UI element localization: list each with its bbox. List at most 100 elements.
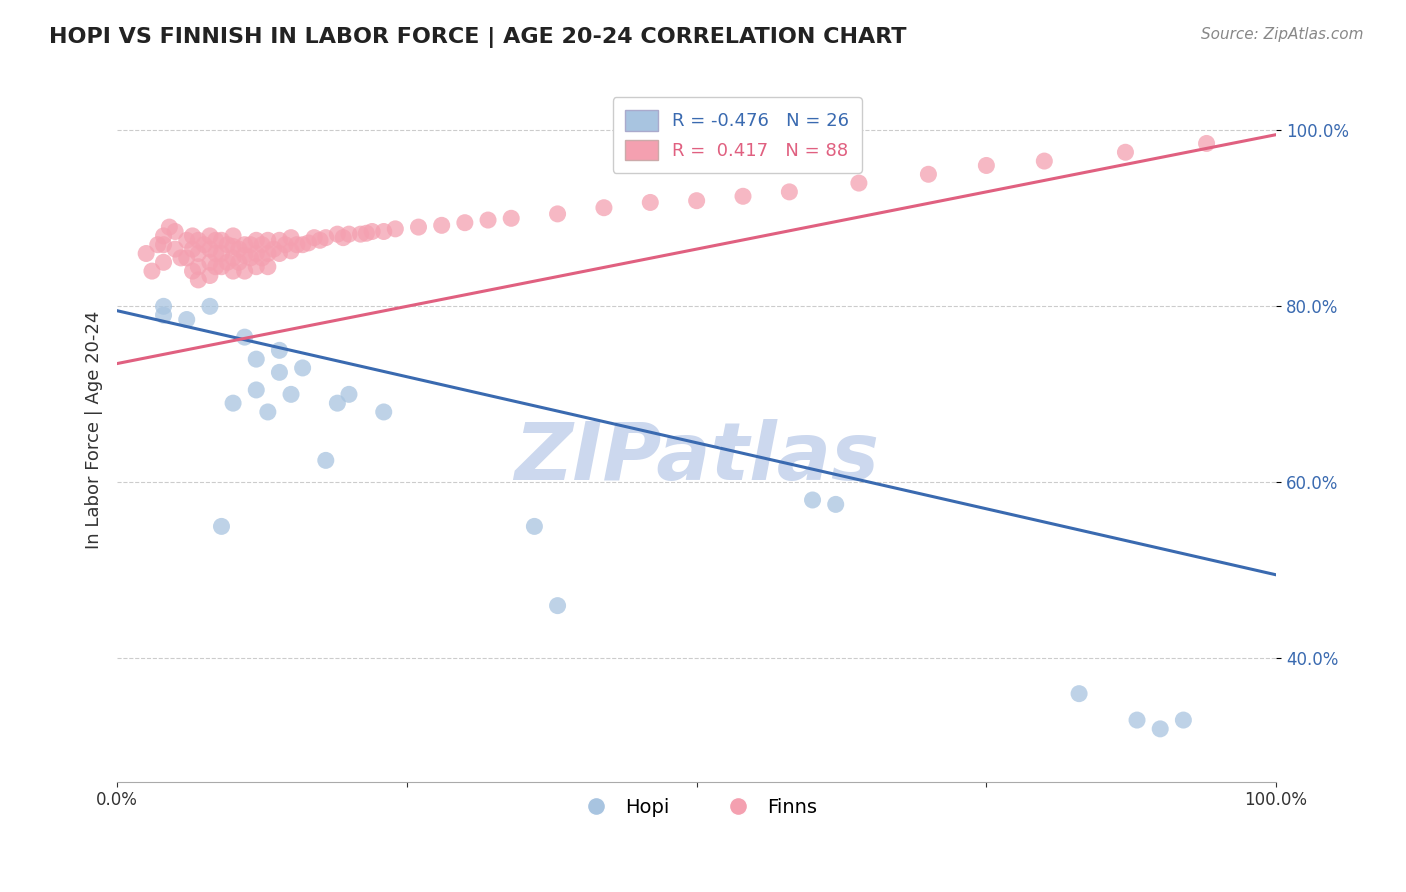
Point bbox=[187, 246, 209, 260]
Point bbox=[337, 227, 360, 241]
Point bbox=[269, 233, 291, 247]
Point bbox=[152, 255, 174, 269]
Point bbox=[228, 255, 250, 269]
Point bbox=[824, 497, 846, 511]
Point bbox=[477, 213, 499, 227]
Point bbox=[211, 246, 233, 260]
Point bbox=[326, 227, 349, 241]
Point bbox=[176, 312, 198, 326]
Point bbox=[217, 255, 239, 269]
Point bbox=[285, 237, 308, 252]
Point bbox=[547, 599, 569, 613]
Point bbox=[454, 216, 477, 230]
Point bbox=[157, 220, 180, 235]
Legend: Hopi, Finns: Hopi, Finns bbox=[569, 790, 824, 825]
Point bbox=[222, 251, 245, 265]
Point bbox=[1033, 154, 1056, 169]
Point bbox=[257, 260, 280, 274]
Point bbox=[152, 308, 174, 322]
Point bbox=[152, 299, 174, 313]
Point bbox=[152, 237, 174, 252]
Point bbox=[250, 237, 273, 252]
Point bbox=[198, 228, 221, 243]
Point bbox=[233, 264, 256, 278]
Text: Source: ZipAtlas.com: Source: ZipAtlas.com bbox=[1201, 27, 1364, 42]
Point bbox=[239, 251, 262, 265]
Point bbox=[917, 167, 939, 181]
Point bbox=[245, 352, 267, 367]
Point bbox=[269, 343, 291, 358]
Point bbox=[152, 228, 174, 243]
Point bbox=[349, 227, 371, 241]
Point bbox=[228, 242, 250, 256]
Text: HOPI VS FINNISH IN LABOR FORCE | AGE 20-24 CORRELATION CHART: HOPI VS FINNISH IN LABOR FORCE | AGE 20-… bbox=[49, 27, 907, 48]
Point bbox=[257, 405, 280, 419]
Point bbox=[204, 233, 226, 247]
Point bbox=[373, 405, 395, 419]
Point bbox=[257, 246, 280, 260]
Point bbox=[337, 387, 360, 401]
Point bbox=[222, 396, 245, 410]
Point bbox=[233, 248, 256, 262]
Point bbox=[135, 246, 157, 260]
Point bbox=[302, 230, 325, 244]
Text: ZIPatlas: ZIPatlas bbox=[515, 418, 879, 497]
Point bbox=[263, 242, 285, 256]
Point bbox=[315, 230, 337, 244]
Point bbox=[291, 360, 314, 375]
Point bbox=[1126, 713, 1149, 727]
Point bbox=[1195, 136, 1218, 151]
Point bbox=[239, 237, 262, 252]
Point bbox=[245, 260, 267, 274]
Point bbox=[233, 237, 256, 252]
Point bbox=[245, 246, 267, 260]
Point bbox=[1067, 687, 1090, 701]
Point bbox=[430, 219, 453, 233]
Point bbox=[280, 230, 302, 244]
Point bbox=[198, 268, 221, 283]
Point bbox=[181, 264, 204, 278]
Point bbox=[170, 251, 193, 265]
Point bbox=[211, 233, 233, 247]
Point bbox=[245, 233, 267, 247]
Point bbox=[222, 239, 245, 253]
Point bbox=[801, 493, 824, 508]
Point bbox=[326, 396, 349, 410]
Point bbox=[778, 185, 800, 199]
Point bbox=[523, 519, 546, 533]
Point bbox=[204, 260, 226, 274]
Point bbox=[181, 242, 204, 256]
Point bbox=[187, 233, 209, 247]
Point bbox=[204, 246, 226, 260]
Point bbox=[187, 260, 209, 274]
Point bbox=[222, 228, 245, 243]
Point bbox=[141, 264, 163, 278]
Point bbox=[976, 159, 998, 173]
Point bbox=[146, 237, 169, 252]
Point bbox=[332, 230, 354, 244]
Point bbox=[233, 330, 256, 344]
Point bbox=[274, 237, 297, 252]
Point bbox=[211, 519, 233, 533]
Point bbox=[1114, 145, 1136, 160]
Point bbox=[198, 242, 221, 256]
Point bbox=[373, 225, 395, 239]
Point bbox=[356, 226, 378, 240]
Point bbox=[193, 237, 215, 252]
Point bbox=[685, 194, 707, 208]
Point bbox=[361, 225, 384, 239]
Point bbox=[731, 189, 754, 203]
Point bbox=[1149, 722, 1171, 736]
Point bbox=[640, 195, 662, 210]
Point bbox=[593, 201, 616, 215]
Point bbox=[1173, 713, 1195, 727]
Point bbox=[291, 237, 314, 252]
Point bbox=[165, 242, 187, 256]
Point bbox=[408, 220, 430, 235]
Point bbox=[165, 225, 187, 239]
Point bbox=[198, 255, 221, 269]
Point bbox=[217, 237, 239, 252]
Point bbox=[222, 264, 245, 278]
Point bbox=[309, 233, 332, 247]
Point bbox=[181, 228, 204, 243]
